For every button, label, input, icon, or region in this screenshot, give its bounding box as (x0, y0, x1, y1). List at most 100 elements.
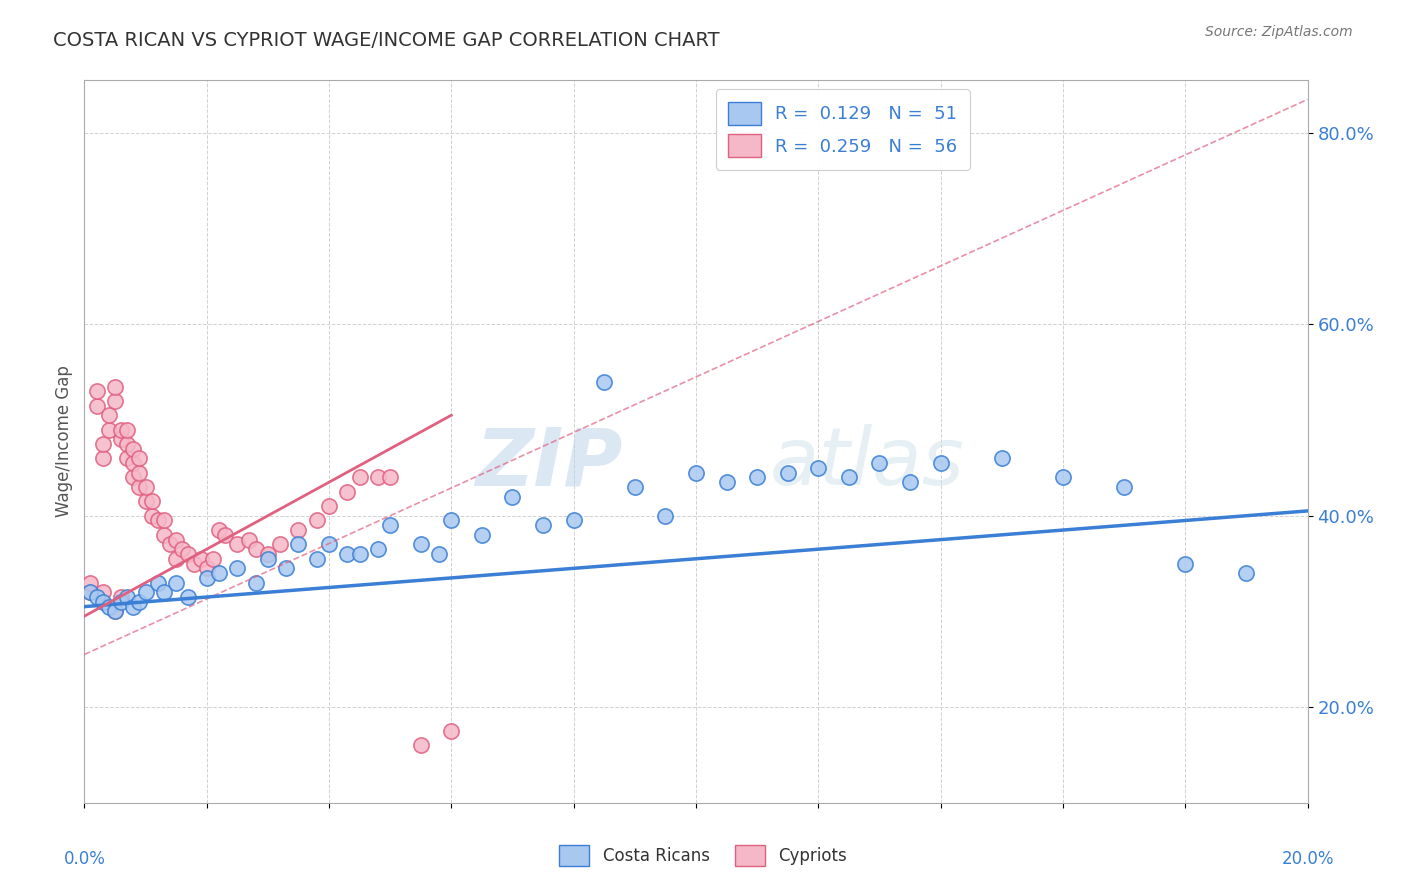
Point (122, 442, 145, 456)
Point (208, 566, 231, 581)
Point (146, 575, 169, 590)
Point (287, 537, 309, 551)
Point (115, 590, 138, 604)
Point (502, 490, 524, 504)
Point (128, 480, 150, 494)
Point (257, 551, 280, 566)
Point (318, 499, 340, 513)
Point (91, 451, 114, 466)
Point (1114, 480, 1136, 494)
Point (97, 599, 120, 614)
Point (685, 466, 707, 480)
Point (183, 557, 205, 571)
Point (79, 585, 101, 599)
Point (122, 599, 145, 614)
Point (929, 456, 952, 470)
Point (165, 533, 187, 547)
Point (79, 585, 101, 599)
Point (624, 480, 647, 494)
Point (177, 547, 200, 561)
Point (238, 533, 260, 547)
Point (104, 604, 127, 618)
Point (165, 575, 187, 590)
Point (159, 537, 181, 551)
Point (110, 595, 132, 609)
Point (165, 551, 187, 566)
Point (269, 537, 291, 551)
Point (593, 375, 616, 389)
Legend: Costa Ricans, Cypriots: Costa Ricans, Cypriots (553, 838, 853, 873)
Point (409, 537, 432, 551)
Point (440, 724, 463, 739)
Point (177, 590, 200, 604)
Point (190, 551, 212, 566)
Point (367, 542, 389, 557)
Y-axis label: Wage/Income Gap: Wage/Income Gap (55, 366, 73, 517)
Text: 20.0%: 20.0% (1281, 850, 1334, 868)
Point (276, 561, 298, 575)
Text: 0.0%: 0.0% (63, 850, 105, 868)
Text: COSTA RICAN VS CYPRIOT WAGE/INCOME GAP CORRELATION CHART: COSTA RICAN VS CYPRIOT WAGE/INCOME GAP C… (53, 31, 720, 50)
Point (471, 528, 494, 542)
Point (128, 466, 150, 480)
Point (97, 423, 120, 437)
Point (115, 437, 138, 451)
Legend: R =  0.129   N =  51, R =  0.259   N =  56: R = 0.129 N = 51, R = 0.259 N = 56 (716, 89, 970, 170)
Point (838, 470, 860, 484)
Text: ZIP: ZIP (475, 425, 623, 502)
Point (305, 551, 328, 566)
Point (349, 547, 371, 561)
Point (1174, 557, 1197, 571)
Point (122, 470, 145, 484)
Point (807, 461, 830, 475)
Point (380, 518, 402, 533)
Point (86, 384, 108, 399)
Point (104, 604, 127, 618)
Point (153, 514, 176, 528)
Point (195, 561, 218, 575)
Point (110, 423, 132, 437)
Point (135, 480, 157, 494)
Point (79, 575, 101, 590)
Point (110, 590, 132, 604)
Point (86, 399, 108, 413)
Point (654, 508, 676, 523)
Point (226, 537, 249, 551)
Point (128, 451, 150, 466)
Point (367, 470, 389, 484)
Point (747, 470, 769, 484)
Point (172, 542, 194, 557)
Point (305, 514, 328, 528)
Point (336, 484, 359, 499)
Point (409, 739, 432, 753)
Point (135, 585, 157, 599)
Point (86, 590, 108, 604)
Point (1236, 566, 1258, 581)
Point (110, 432, 132, 446)
Point (115, 451, 138, 466)
Point (104, 393, 127, 408)
Point (104, 379, 127, 393)
Point (991, 451, 1014, 466)
Point (531, 518, 554, 533)
Point (91, 437, 114, 451)
Point (716, 475, 738, 490)
Point (141, 508, 163, 523)
Point (153, 528, 176, 542)
Point (146, 514, 169, 528)
Point (97, 408, 120, 422)
Point (226, 561, 249, 575)
Point (201, 551, 224, 566)
Point (245, 542, 267, 557)
Point (776, 466, 799, 480)
Point (122, 456, 145, 470)
Point (214, 528, 236, 542)
Point (349, 470, 371, 484)
Text: Source: ZipAtlas.com: Source: ZipAtlas.com (1205, 25, 1353, 39)
Point (287, 523, 309, 537)
Point (898, 475, 921, 490)
Point (128, 595, 150, 609)
Point (427, 547, 450, 561)
Point (208, 523, 231, 537)
Point (195, 571, 218, 585)
